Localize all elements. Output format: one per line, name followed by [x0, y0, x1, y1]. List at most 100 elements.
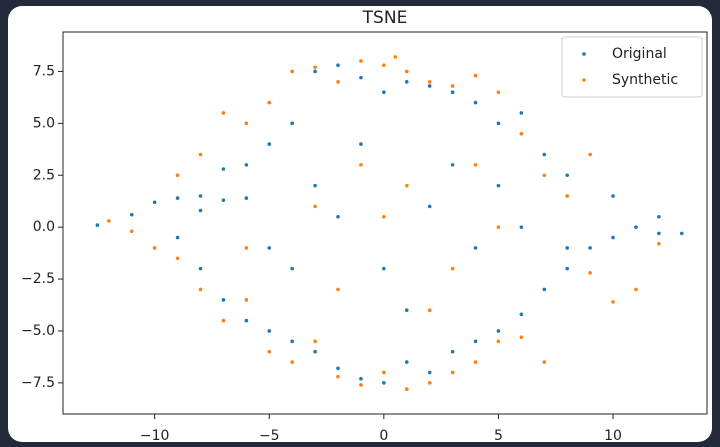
point	[611, 235, 615, 240]
point	[221, 111, 226, 115]
point	[152, 246, 157, 250]
point	[359, 376, 363, 381]
point	[107, 219, 111, 223]
point	[359, 142, 363, 146]
point	[611, 194, 615, 198]
point	[450, 163, 455, 167]
point	[519, 335, 524, 339]
point	[657, 241, 661, 246]
x-tick-label: −10	[140, 428, 170, 444]
point	[473, 73, 478, 78]
point	[427, 381, 432, 385]
point	[290, 360, 294, 364]
legend-marker	[582, 52, 586, 56]
point	[336, 374, 340, 379]
point	[427, 80, 432, 84]
point	[657, 231, 661, 236]
chart-title: TSNE	[362, 8, 408, 28]
point	[588, 271, 592, 275]
point	[129, 212, 134, 217]
point	[496, 339, 501, 344]
point	[95, 223, 100, 227]
y-tick-label: 2.5	[33, 167, 55, 183]
point	[336, 63, 340, 68]
point	[198, 152, 203, 157]
point	[473, 100, 478, 105]
y-tick-label: −2.5	[21, 271, 55, 287]
point	[152, 200, 157, 205]
point	[244, 246, 249, 250]
point	[221, 298, 226, 302]
y-tick-label: −5.0	[21, 323, 55, 339]
point	[267, 100, 272, 105]
point	[198, 287, 203, 292]
point	[244, 163, 249, 167]
point	[267, 246, 272, 250]
point	[336, 366, 340, 371]
point	[542, 173, 547, 178]
point	[290, 266, 294, 271]
point	[473, 360, 478, 364]
point	[198, 208, 203, 213]
point	[427, 84, 432, 88]
point	[221, 167, 226, 171]
point	[404, 360, 409, 364]
point	[359, 59, 363, 63]
point	[473, 339, 478, 344]
point	[393, 55, 398, 59]
legend-label: Synthetic	[612, 72, 678, 88]
point	[313, 349, 317, 354]
point	[244, 196, 249, 200]
legend-label: Original	[612, 46, 667, 62]
point	[565, 246, 569, 250]
point	[359, 383, 363, 387]
x-tick-label: 0	[379, 428, 388, 444]
point	[336, 214, 340, 219]
point	[336, 287, 340, 292]
point	[382, 266, 386, 271]
point	[450, 90, 455, 95]
point	[427, 204, 432, 209]
point	[496, 329, 501, 333]
point	[450, 370, 455, 375]
point	[382, 214, 386, 219]
point	[496, 121, 501, 126]
point	[313, 339, 317, 344]
x-tick-label: −5	[259, 428, 280, 444]
point	[450, 349, 455, 354]
point	[542, 360, 547, 364]
point	[588, 246, 592, 250]
point	[267, 349, 272, 354]
point	[404, 183, 409, 188]
point	[359, 163, 363, 167]
point	[382, 370, 386, 375]
point	[221, 198, 226, 202]
point	[519, 111, 524, 115]
plot-frame	[62, 31, 708, 415]
point	[679, 231, 684, 236]
point	[175, 173, 180, 178]
point	[313, 204, 317, 209]
point	[221, 318, 226, 323]
point	[450, 266, 455, 271]
x-tick-label: 10	[604, 428, 622, 444]
point	[542, 287, 547, 292]
point	[382, 381, 386, 385]
point	[427, 370, 432, 375]
point	[450, 84, 455, 88]
x-tick-label: 5	[494, 428, 503, 444]
point	[519, 312, 524, 317]
point	[336, 80, 340, 84]
y-tick-label: 0.0	[33, 219, 55, 235]
point	[519, 131, 524, 136]
y-tick-label: 7.5	[33, 63, 55, 79]
point	[404, 80, 409, 84]
point	[404, 308, 409, 312]
point	[290, 339, 294, 344]
point	[473, 163, 478, 167]
point	[129, 229, 134, 234]
point	[542, 152, 547, 157]
legend-marker	[582, 78, 586, 82]
